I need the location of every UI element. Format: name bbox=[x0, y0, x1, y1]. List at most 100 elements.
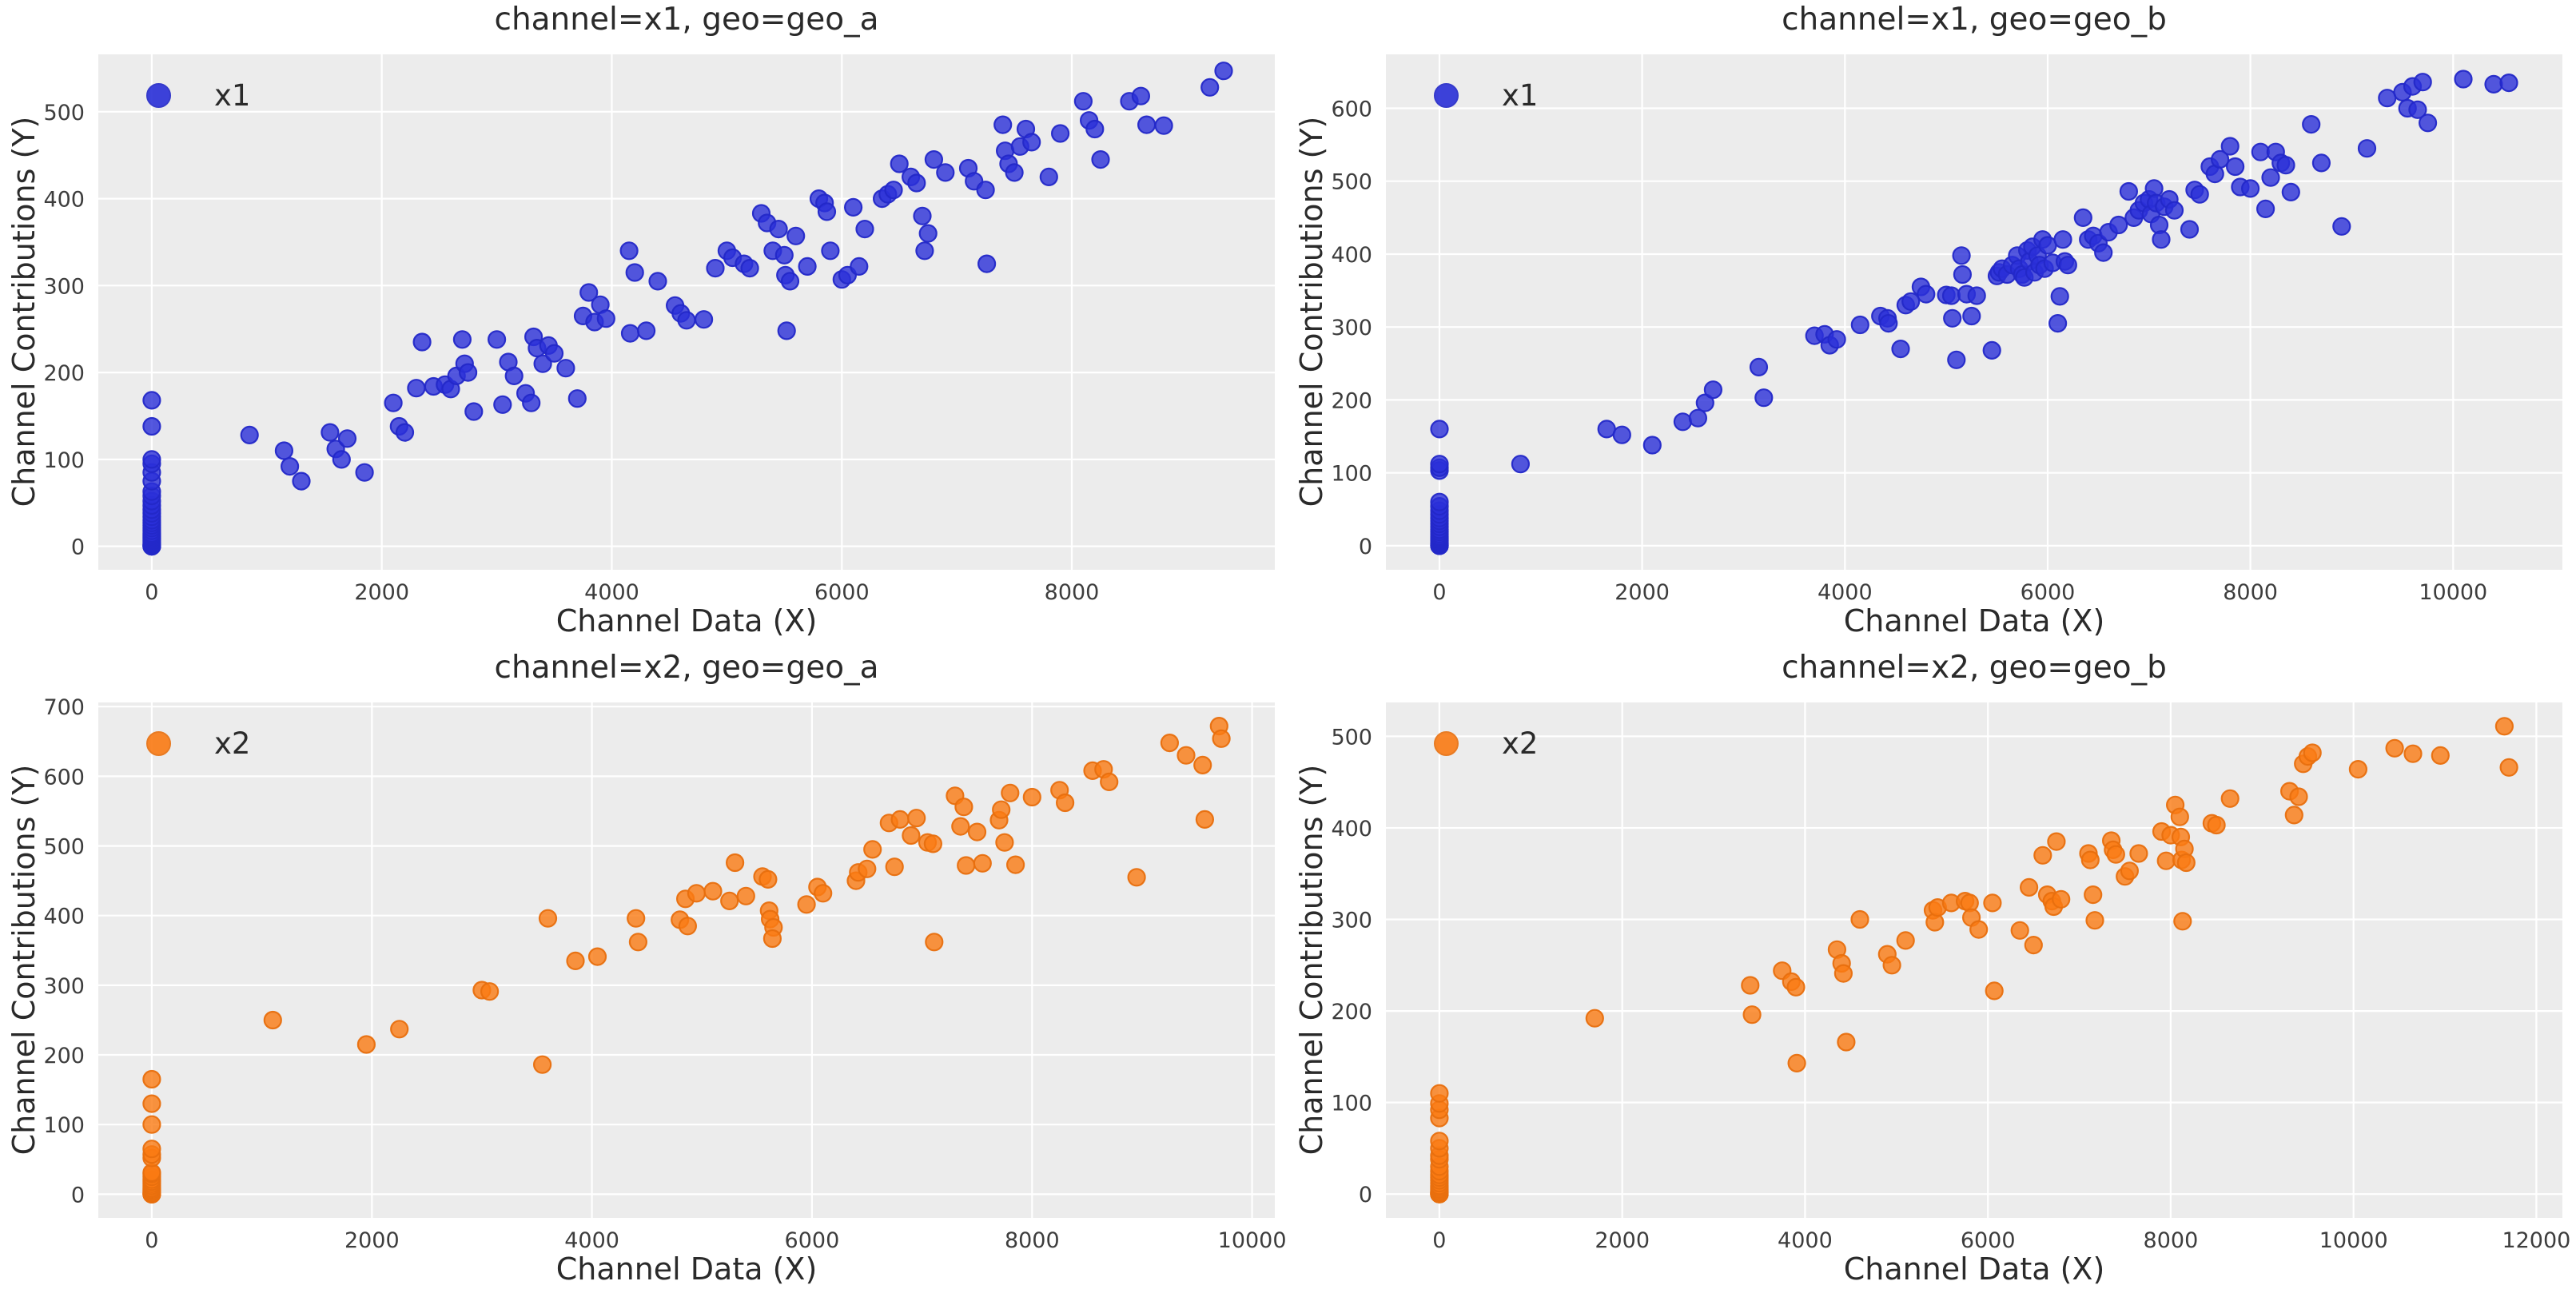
y-tick-label: 200 bbox=[43, 1044, 85, 1068]
data-point bbox=[522, 393, 541, 412]
data-point bbox=[2281, 182, 2300, 201]
data-point bbox=[1430, 1084, 1449, 1103]
data-point bbox=[777, 321, 796, 340]
data-point bbox=[1969, 920, 1989, 939]
data-point bbox=[2120, 861, 2140, 881]
data-point bbox=[769, 220, 788, 239]
data-point bbox=[814, 884, 833, 903]
legend-marker-icon bbox=[1434, 731, 1459, 756]
data-point bbox=[556, 359, 575, 378]
data-point bbox=[925, 933, 944, 952]
data-point bbox=[957, 856, 976, 875]
data-point bbox=[533, 354, 552, 373]
y-axis-label: Channel Contributions (Y) bbox=[6, 764, 42, 1156]
data-point bbox=[797, 895, 816, 914]
data-point bbox=[412, 332, 432, 352]
data-point bbox=[915, 241, 934, 261]
data-point bbox=[2220, 137, 2240, 156]
data-point bbox=[2156, 851, 2176, 870]
data-point bbox=[2180, 220, 2200, 239]
x-tick-label: 0 bbox=[145, 1228, 158, 1253]
plot-background bbox=[98, 702, 1275, 1218]
legend-marker-icon bbox=[1434, 83, 1459, 108]
data-point bbox=[885, 857, 904, 877]
data-point bbox=[2048, 314, 2068, 333]
data-point bbox=[1039, 167, 1058, 186]
y-tick-label: 400 bbox=[1331, 243, 1372, 268]
legend: x2 bbox=[1434, 729, 1538, 758]
data-point bbox=[384, 393, 403, 412]
data-point bbox=[1850, 315, 1869, 335]
y-tick-label: 300 bbox=[43, 274, 85, 299]
data-point bbox=[2038, 236, 2057, 255]
data-point bbox=[2289, 787, 2308, 806]
data-point bbox=[2094, 243, 2113, 262]
data-point bbox=[774, 245, 794, 265]
data-point bbox=[1741, 976, 1760, 995]
data-point bbox=[142, 450, 161, 469]
data-point bbox=[1055, 793, 1075, 813]
data-point bbox=[1200, 78, 1220, 97]
data-point bbox=[890, 154, 909, 173]
x-tick-label: 6000 bbox=[814, 580, 870, 605]
data-point bbox=[1947, 350, 1966, 369]
data-point bbox=[1901, 292, 1921, 311]
data-point bbox=[1833, 964, 1853, 983]
data-point bbox=[620, 324, 640, 343]
y-axis-label: Channel Contributions (Y) bbox=[1294, 764, 1329, 1156]
data-point bbox=[1787, 1053, 1806, 1073]
data-point bbox=[2276, 156, 2295, 175]
data-point bbox=[936, 163, 955, 182]
data-point bbox=[1005, 855, 1025, 874]
data-point bbox=[1786, 977, 1806, 997]
data-point bbox=[142, 416, 161, 436]
x-tick-label: 8000 bbox=[2144, 1228, 2199, 1253]
data-point bbox=[1585, 1009, 1604, 1028]
data-point bbox=[2225, 157, 2245, 177]
data-point bbox=[625, 263, 644, 282]
data-point bbox=[993, 115, 1013, 134]
data-point bbox=[677, 311, 696, 330]
x-tick-label: 4000 bbox=[1778, 1228, 1833, 1253]
x-tick-label: 6000 bbox=[2021, 580, 2076, 605]
y-tick-label: 100 bbox=[43, 448, 85, 473]
data-point bbox=[2050, 287, 2069, 306]
data-point bbox=[762, 929, 782, 949]
data-point bbox=[648, 272, 667, 291]
data-point bbox=[1891, 340, 1910, 359]
data-point bbox=[1091, 150, 1110, 169]
data-point bbox=[967, 822, 987, 841]
x-axis-label: Channel Data (X) bbox=[1843, 603, 2105, 639]
data-point bbox=[1005, 163, 1024, 182]
x-axis-label: Channel Data (X) bbox=[555, 1251, 818, 1287]
x-tick-label: 8000 bbox=[1045, 580, 1100, 605]
data-point bbox=[924, 150, 944, 169]
data-point bbox=[1612, 425, 1631, 444]
data-point bbox=[1917, 284, 1936, 304]
panel-title: channel=x2, geo=geo_a bbox=[494, 650, 879, 686]
data-point bbox=[1430, 1132, 1449, 1151]
x-tick-label: 0 bbox=[145, 580, 158, 605]
data-point bbox=[2019, 877, 2039, 897]
y-axis-label: Channel Contributions (Y) bbox=[6, 116, 42, 507]
panel-title: channel=x1, geo=geo_b bbox=[1782, 2, 2167, 38]
data-point bbox=[1749, 357, 1769, 376]
data-point bbox=[1430, 455, 1449, 474]
data-point bbox=[493, 395, 512, 414]
data-point bbox=[538, 909, 558, 928]
data-point bbox=[2176, 853, 2196, 873]
data-point bbox=[480, 982, 500, 1001]
data-point bbox=[292, 471, 311, 491]
x-axis-label: Channel Data (X) bbox=[1843, 1251, 2105, 1287]
data-point bbox=[2332, 217, 2351, 236]
data-point bbox=[858, 859, 877, 878]
data-point bbox=[2403, 744, 2423, 763]
x-tick-label: 4000 bbox=[1818, 580, 1873, 605]
data-point bbox=[263, 1010, 282, 1030]
data-point bbox=[1195, 810, 1215, 829]
data-point bbox=[1850, 909, 1869, 929]
data-point bbox=[1511, 455, 1530, 474]
data-point bbox=[2284, 806, 2303, 825]
data-point bbox=[332, 450, 351, 469]
y-tick-label: 100 bbox=[1331, 462, 1372, 487]
